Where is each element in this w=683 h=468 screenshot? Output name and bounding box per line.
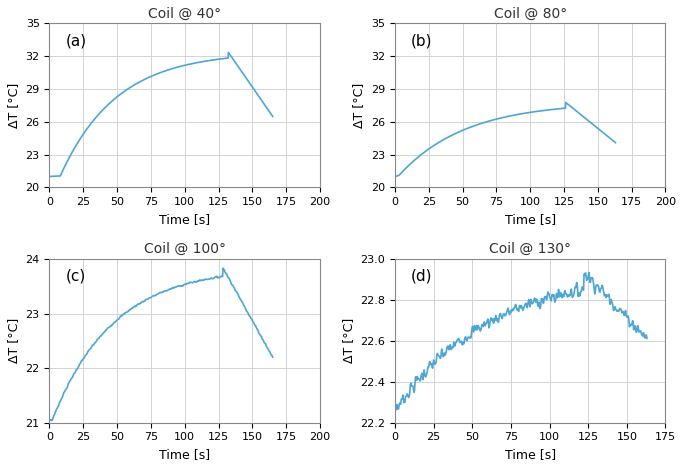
Text: (a): (a)	[66, 33, 87, 48]
Text: (b): (b)	[411, 33, 433, 48]
Y-axis label: ΔT [°C]: ΔT [°C]	[352, 83, 365, 128]
Text: (c): (c)	[66, 269, 86, 284]
Y-axis label: ΔT [°C]: ΔT [°C]	[7, 83, 20, 128]
X-axis label: Time [s]: Time [s]	[505, 448, 556, 461]
Title: Coil @ 40°: Coil @ 40°	[148, 7, 221, 21]
Y-axis label: ΔT [°C]: ΔT [°C]	[342, 318, 354, 364]
Title: Coil @ 100°: Coil @ 100°	[143, 242, 226, 256]
Title: Coil @ 80°: Coil @ 80°	[494, 7, 567, 21]
X-axis label: Time [s]: Time [s]	[159, 448, 210, 461]
Text: (d): (d)	[411, 269, 433, 284]
Y-axis label: ΔT [°C]: ΔT [°C]	[7, 318, 20, 364]
Title: Coil @ 130°: Coil @ 130°	[489, 242, 571, 256]
X-axis label: Time [s]: Time [s]	[159, 212, 210, 226]
X-axis label: Time [s]: Time [s]	[505, 212, 556, 226]
